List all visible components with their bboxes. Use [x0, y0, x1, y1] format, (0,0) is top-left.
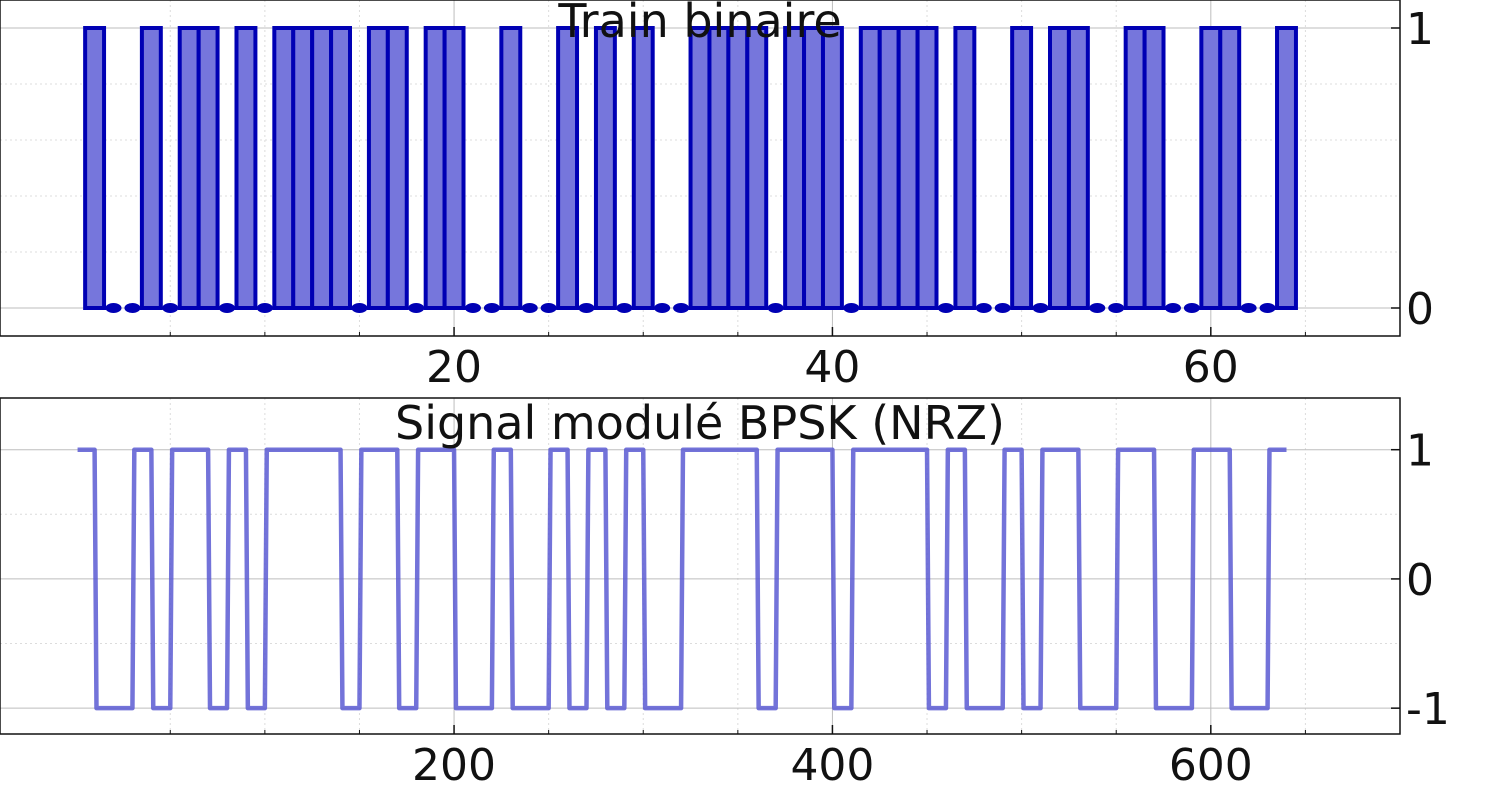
- binary-bar: [442, 26, 466, 310]
- binary-bar: [631, 26, 655, 310]
- binary-zero-marker: [256, 303, 273, 313]
- binary-bar: [593, 26, 617, 310]
- bpsk-signal-tick-label-y-1: 1: [1406, 426, 1434, 477]
- bpsk-signal-tick-label-x-600: 600: [1169, 740, 1253, 791]
- binary-bar: [423, 26, 447, 310]
- binary-zero-marker: [767, 303, 784, 313]
- binary-train-tick-label-y-0: 0: [1406, 284, 1434, 335]
- bpsk-signal-tick-label-y-0: 0: [1406, 555, 1434, 606]
- binary-train-plot-frame: [0, 0, 1401, 337]
- binary-zero-marker: [975, 303, 992, 313]
- binary-bar: [83, 26, 107, 310]
- binary-bar: [745, 26, 769, 310]
- binary-train-tick-label-x-60: 60: [1183, 342, 1239, 393]
- bpsk-signal-tick-label-y--1: -1: [1406, 684, 1450, 735]
- binary-bar: [726, 26, 750, 310]
- binary-zero-marker: [219, 303, 236, 313]
- binary-bar: [1123, 26, 1147, 310]
- bpsk-signal-panel: 200 400 600 -1 0 1 Signal modulé BPSK (NRZ): [0, 396, 1450, 791]
- binary-zero-marker: [937, 303, 954, 313]
- binary-train-x-ticks: 20 40 60: [169, 327, 1306, 393]
- binary-zero-marker: [1164, 303, 1181, 313]
- bpsk-signal-tick-label-x-400: 400: [790, 740, 874, 791]
- binary-bar: [820, 26, 844, 310]
- bpsk-signal-tick-label-x-200: 200: [412, 740, 496, 791]
- binary-zero-marker: [408, 303, 425, 313]
- binary-bar: [385, 26, 409, 310]
- binary-zero-marker: [162, 303, 179, 313]
- binary-zero-marker: [616, 303, 633, 313]
- binary-zero-marker: [1259, 303, 1276, 313]
- binary-train-panel: 20 40 60 01 Train binaire: [0, 0, 1434, 393]
- binary-zero-marker: [994, 303, 1011, 313]
- binary-bar: [291, 26, 315, 310]
- binary-zero-marker: [124, 303, 141, 313]
- binary-bar: [802, 26, 825, 310]
- binary-zero-marker: [483, 303, 500, 313]
- bpsk-signal-line-group: [77, 447, 1287, 711]
- binary-bar: [272, 26, 296, 310]
- binary-bar: [858, 26, 882, 310]
- binary-bar: [1010, 26, 1034, 310]
- binary-zero-marker: [843, 303, 860, 313]
- binary-bar: [139, 26, 163, 310]
- binary-train-title: Train binaire: [557, 0, 841, 48]
- binary-zero-marker: [105, 303, 122, 313]
- binary-bar: [1048, 26, 1071, 310]
- binary-zero-marker: [351, 303, 368, 313]
- binary-zero-marker: [1032, 303, 1049, 313]
- binary-bar: [1142, 26, 1166, 310]
- binary-bar: [707, 26, 731, 310]
- binary-bar: [1066, 26, 1090, 310]
- binary-bar: [1218, 26, 1242, 310]
- binary-bar: [915, 26, 939, 310]
- bpsk-signal-plot-frame: [0, 397, 1401, 735]
- binary-bar: [499, 26, 523, 310]
- binary-zero-marker: [1240, 303, 1257, 313]
- binary-bar: [556, 26, 580, 310]
- binary-zero-marker: [654, 303, 671, 313]
- binary-bar: [877, 26, 901, 310]
- binary-bar: [1275, 26, 1298, 310]
- binary-zero-marker: [1089, 303, 1106, 313]
- binary-train-tick-label-x-20: 20: [426, 342, 482, 393]
- binary-zero-marker: [464, 303, 481, 313]
- binary-zero-marker: [521, 303, 538, 313]
- binary-zero-marker: [578, 303, 595, 313]
- binary-zero-marker: [1108, 303, 1125, 313]
- binary-train-y-ticks: 01: [1391, 4, 1434, 335]
- binary-bar: [177, 26, 201, 310]
- binary-train-bars: [83, 26, 1298, 313]
- bpsk-signal-line: [77, 447, 1287, 711]
- binary-train-tick-label-x-40: 40: [804, 342, 860, 393]
- binary-zero-marker: [540, 303, 557, 313]
- bpsk-signal-x-ticks: 200 400 600: [169, 725, 1306, 791]
- binary-train-tick-label-y-1: 1: [1406, 4, 1434, 55]
- binary-bar: [896, 26, 920, 310]
- binary-zero-marker: [1183, 303, 1200, 313]
- binary-bar: [196, 26, 220, 310]
- binary-bar: [783, 26, 807, 310]
- binary-bar: [953, 26, 977, 310]
- bpsk-signal-y-ticks: -1 0 1: [1391, 426, 1450, 735]
- binary-bar: [310, 26, 334, 310]
- binary-bar: [234, 26, 258, 310]
- binary-bar: [329, 26, 353, 310]
- bpsk-signal-title: Signal modulé BPSK (NRZ): [395, 396, 1005, 450]
- binary-bar: [1199, 26, 1223, 310]
- binary-bar: [688, 26, 712, 310]
- binary-bar: [366, 26, 390, 310]
- binary-zero-marker: [673, 303, 690, 313]
